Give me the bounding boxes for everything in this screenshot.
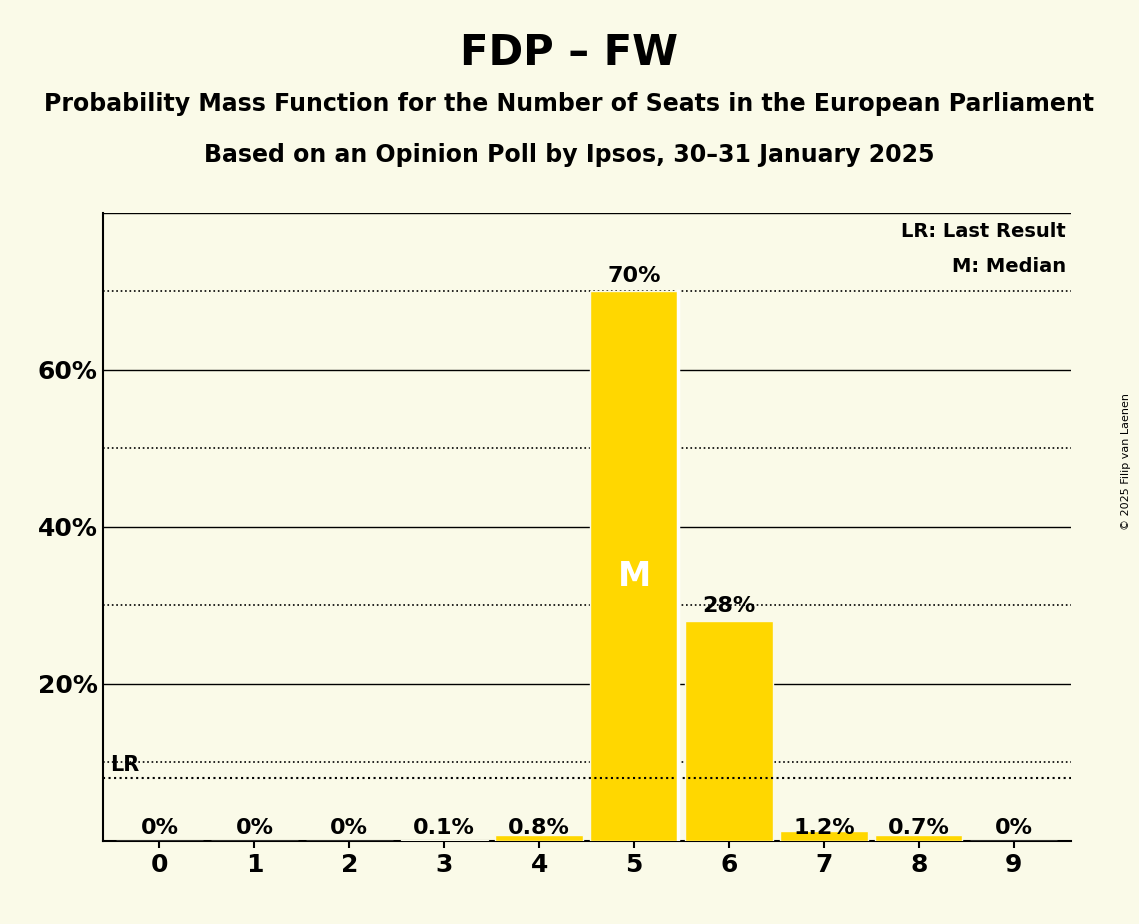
Text: M: M (617, 561, 650, 593)
Text: LR: LR (110, 755, 139, 775)
Bar (495, 834, 583, 841)
Text: 0%: 0% (236, 818, 273, 838)
Text: 0.8%: 0.8% (508, 818, 570, 838)
Bar (780, 832, 868, 841)
Text: M: Median: M: Median (952, 257, 1066, 275)
Text: 0.7%: 0.7% (888, 818, 950, 838)
Bar (686, 621, 772, 841)
Text: 0%: 0% (994, 818, 1033, 838)
Text: LR: Last Result: LR: Last Result (901, 222, 1066, 241)
Bar (590, 291, 678, 841)
Text: 0%: 0% (140, 818, 179, 838)
Text: 70%: 70% (607, 266, 661, 286)
Text: © 2025 Filip van Laenen: © 2025 Filip van Laenen (1121, 394, 1131, 530)
Text: 0.1%: 0.1% (413, 818, 475, 838)
Text: Probability Mass Function for the Number of Seats in the European Parliament: Probability Mass Function for the Number… (44, 92, 1095, 116)
Text: 1.2%: 1.2% (793, 818, 854, 838)
Text: Based on an Opinion Poll by Ipsos, 30–31 January 2025: Based on an Opinion Poll by Ipsos, 30–31… (204, 143, 935, 167)
Text: 0%: 0% (330, 818, 368, 838)
Text: FDP – FW: FDP – FW (460, 32, 679, 74)
Bar (875, 835, 962, 841)
Text: 28%: 28% (703, 596, 755, 616)
